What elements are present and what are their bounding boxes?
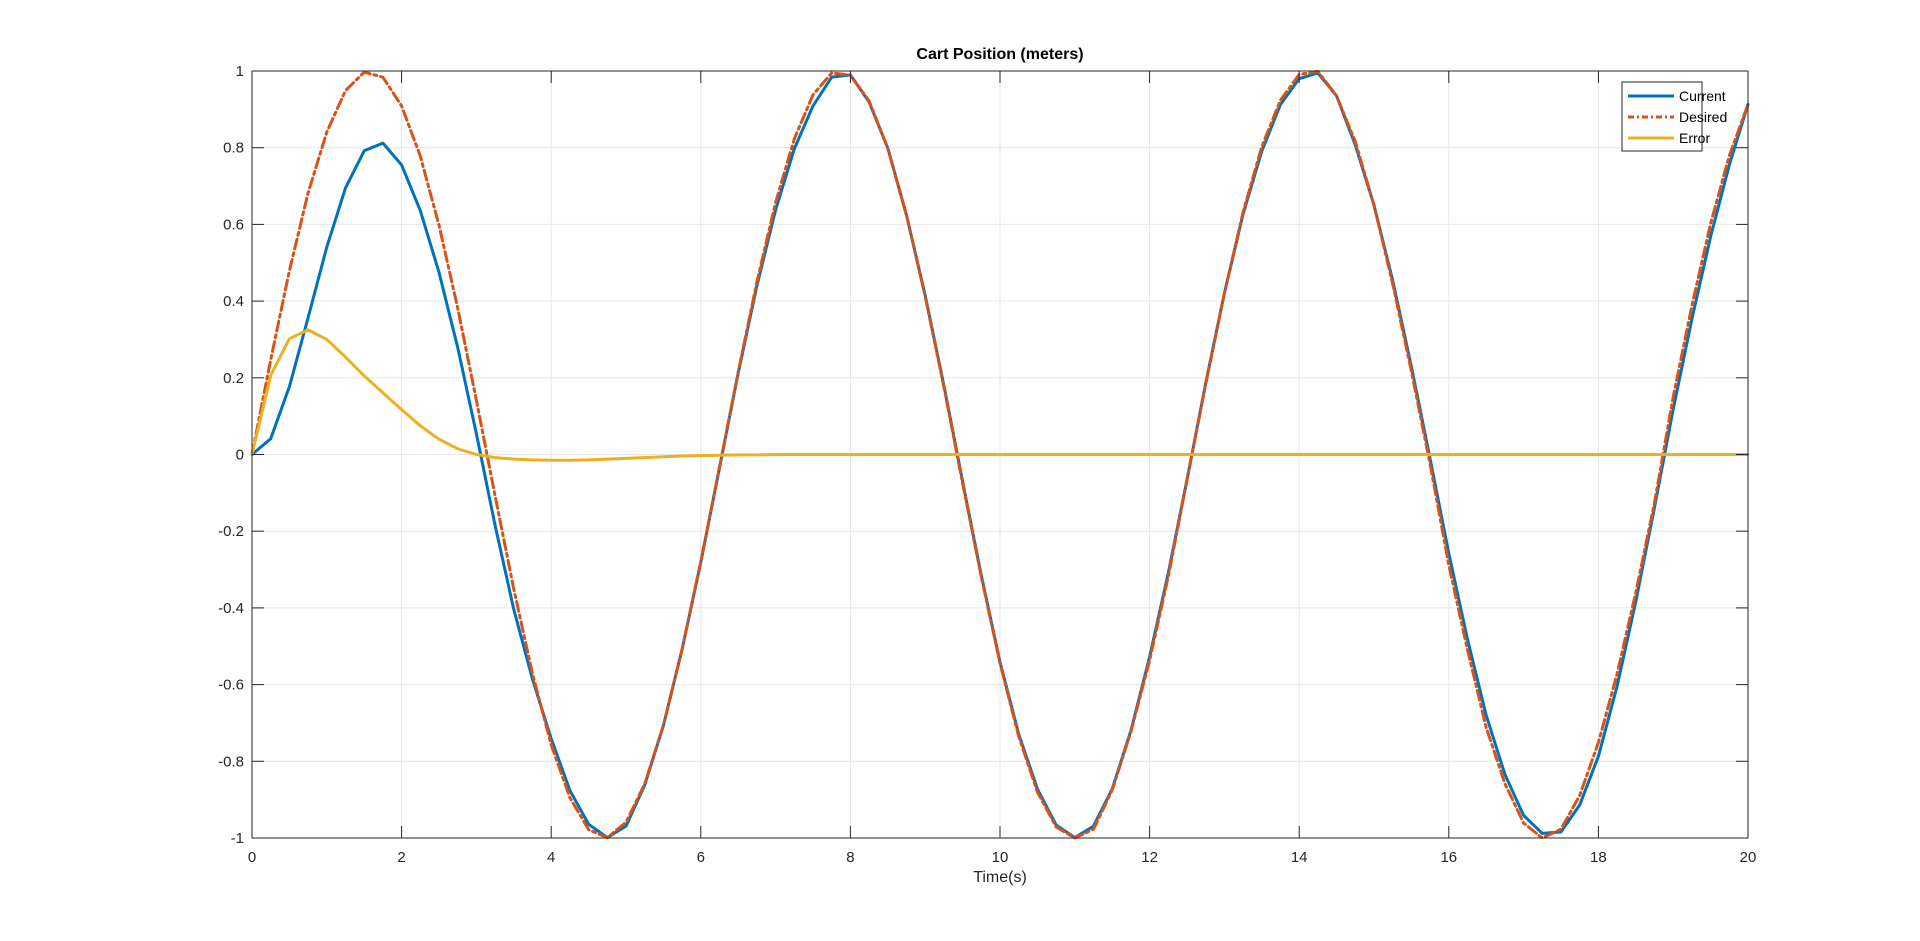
axes: 0 2 4 6 8 10 12 14 16 18 20 -1 -0.8 -0.6 -0.4 -0.2 0 0.2 0…: [218, 63, 1756, 866]
x-tick-label: 10: [992, 849, 1009, 866]
y-tick-label: -0.2: [218, 523, 244, 540]
chart-title: Cart Position (meters): [916, 46, 1083, 63]
y-tick-label: -0.4: [218, 600, 244, 617]
legend-label-desired: Desired: [1679, 109, 1727, 125]
series-layer: [250, 69, 1750, 840]
y-tick-label: 0.2: [223, 370, 244, 387]
x-tick-label: 0: [248, 849, 256, 866]
x-tick-label: 18: [1590, 849, 1607, 866]
y-tick-label: 0: [236, 447, 244, 464]
x-axis-label: Time(s): [973, 869, 1027, 886]
legend-label-error: Error: [1679, 130, 1710, 146]
x-tick-label: 12: [1141, 849, 1158, 866]
x-tick-label: 2: [397, 849, 405, 866]
y-tick-label: -0.6: [218, 677, 244, 694]
x-tick-label: 16: [1440, 849, 1457, 866]
y-tick-label: 0.4: [223, 293, 244, 310]
x-tick-label: 8: [846, 849, 854, 866]
legend-label-current: Current: [1679, 88, 1726, 104]
series-line-error: [250, 328, 1750, 462]
series-line-desired: [250, 69, 1750, 840]
x-tick-label: 14: [1291, 849, 1308, 866]
x-tick-label: 6: [697, 849, 705, 866]
x-tick-label: 4: [547, 849, 555, 866]
y-tick-label: -1: [231, 830, 244, 847]
y-tick-label: -0.8: [218, 753, 244, 770]
axes-box: [251, 70, 1749, 839]
y-tick-label: 0.6: [223, 216, 244, 233]
y-tick-label: 0.8: [223, 140, 244, 157]
y-tick-label: 1: [236, 63, 244, 80]
x-tick-label: 20: [1740, 849, 1757, 866]
legend[interactable]: Current Desired Error: [1621, 81, 1727, 152]
